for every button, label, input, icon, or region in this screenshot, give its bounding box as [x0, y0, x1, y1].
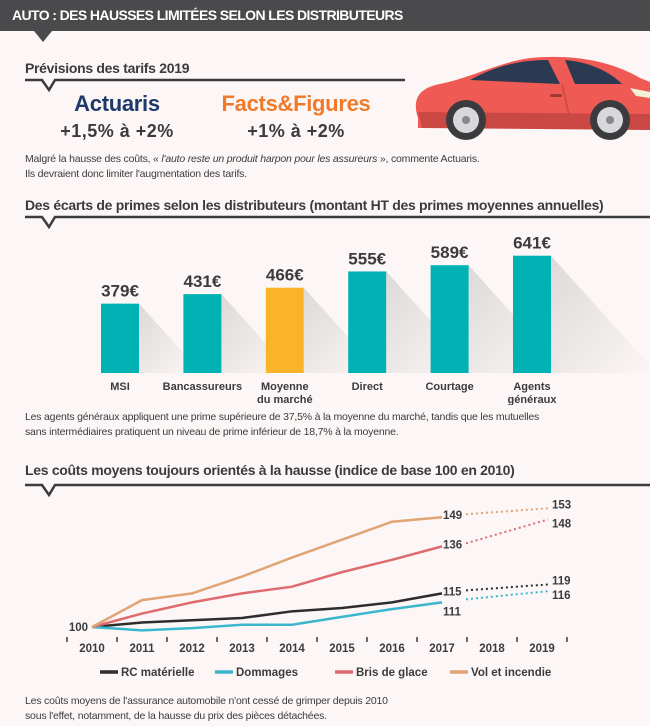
- section-underlines: [25, 78, 650, 498]
- note-line2: Ils devraient donc limiter l'augmentatio…: [25, 168, 247, 180]
- end-value-label: 115: [443, 586, 462, 598]
- start-label: 100: [69, 622, 88, 634]
- note-quote: l'auto reste un produit harpon pour les …: [161, 153, 378, 165]
- bar-category-label: généraux: [508, 394, 558, 405]
- source-actuaris-name: Actuaris: [74, 91, 160, 116]
- bar-note: Les agents généraux appliquent une prime…: [25, 410, 645, 440]
- line-note-line2: sous l'effet, notamment, de la hausse du…: [25, 710, 327, 722]
- bar-1: [183, 294, 222, 373]
- source-factsfigures-name: Facts&Figures: [221, 91, 371, 116]
- line-chart: 2010 2011 2012 2013 2014 2015 2016 2017 2018 2019…: [66, 499, 572, 679]
- end-value-label: 136: [443, 539, 462, 551]
- series-line-1: [91, 601, 443, 632]
- bar-category-label: MSI: [110, 381, 130, 393]
- line-note-line1: Les coûts moyens de l'assurance automobi…: [25, 695, 388, 707]
- series-line-0: [91, 592, 443, 629]
- bar-value-label: 379€: [101, 282, 139, 301]
- forecast-title: Prévisions des tarifs 2019: [25, 60, 190, 76]
- bar-4: [430, 265, 469, 373]
- x-tick-label: 2011: [130, 643, 156, 655]
- line-note: Les coûts moyens de l'assurance automobi…: [25, 694, 585, 724]
- bar-category-label: Agents: [513, 381, 550, 393]
- series-line-2: [91, 545, 443, 629]
- forecast-value-label: 153: [552, 499, 571, 511]
- x-tick-label: 2010: [79, 643, 105, 655]
- bar-category-label: Bancassureurs: [163, 381, 243, 393]
- x-tick-label: 2013: [229, 643, 255, 655]
- note-prefix: Malgré la hausse des coûts, «: [25, 153, 162, 165]
- bar-5: [513, 255, 551, 373]
- note-suffix: », commente Actuaris.: [377, 153, 480, 165]
- bar-category-label: du marché: [257, 394, 313, 405]
- x-tick-label: 2017: [429, 643, 455, 655]
- x-tick-label: 2018: [479, 643, 505, 655]
- bar-shadow: [551, 255, 650, 373]
- x-tick-label: 2015: [329, 643, 355, 655]
- forecast-value-label: 116: [552, 590, 571, 602]
- forecast-line-2: [465, 518, 549, 545]
- bar-category-label: Courtage: [425, 381, 473, 393]
- bar-value-label: 641€: [513, 234, 551, 253]
- bar-note-line1: Les agents généraux appliquent une prime…: [25, 411, 540, 423]
- bar-category-label: Moyenne: [261, 381, 309, 393]
- bar-category-label: Direct: [352, 381, 384, 393]
- bar-2: [265, 287, 304, 373]
- legend-label: Bris de glace: [356, 667, 428, 679]
- bar-value-label: 431€: [183, 272, 221, 291]
- legend-label: Vol et incendie: [471, 667, 551, 679]
- forecast-value-label: 148: [552, 518, 572, 530]
- forecast-line-1: [465, 590, 549, 601]
- bar-chart-title: Des écarts de primes selon les distribut…: [25, 197, 604, 213]
- bar-3: [348, 271, 387, 373]
- bar-note-line2: sans intermédiaires pratiquent un niveau…: [25, 426, 399, 438]
- legend-label: RC matérielle: [121, 667, 195, 679]
- line-chart-title: Les coûts moyens toujours orientés à la …: [25, 462, 515, 478]
- page-title: AUTO : DES HAUSSES LIMITÉES SELON LES DI…: [12, 7, 403, 23]
- end-value-label: 111: [443, 606, 462, 618]
- car-illustration: [415, 56, 650, 140]
- forecast-line-3: [465, 507, 549, 516]
- x-tick-label: 2019: [529, 643, 555, 655]
- forecast-line-0: [465, 583, 549, 592]
- x-tick-label: 2012: [179, 643, 205, 655]
- bar-value-label: 555€: [348, 249, 386, 268]
- source-factsfigures-range: +1% à +2%: [247, 121, 345, 141]
- header-notch: [34, 31, 52, 42]
- legend-label: Dommages: [236, 667, 298, 679]
- bar-0: [101, 303, 139, 373]
- forecast-value-label: 119: [552, 575, 571, 587]
- forecast-note: Malgré la hausse des coûts, « l'auto res…: [25, 152, 585, 182]
- bar-value-label: 589€: [431, 243, 469, 262]
- bar-value-label: 466€: [266, 266, 304, 285]
- end-value-label: 149: [443, 510, 462, 522]
- x-tick-label: 2016: [379, 643, 405, 655]
- bar-shadow: [139, 303, 202, 373]
- x-tick-label: 2014: [279, 643, 305, 655]
- header-bar: AUTO : DES HAUSSES LIMITÉES SELON LES DI…: [0, 0, 650, 31]
- series-line-3: [91, 515, 443, 629]
- source-actuaris-range: +1,5% à +2%: [60, 121, 174, 141]
